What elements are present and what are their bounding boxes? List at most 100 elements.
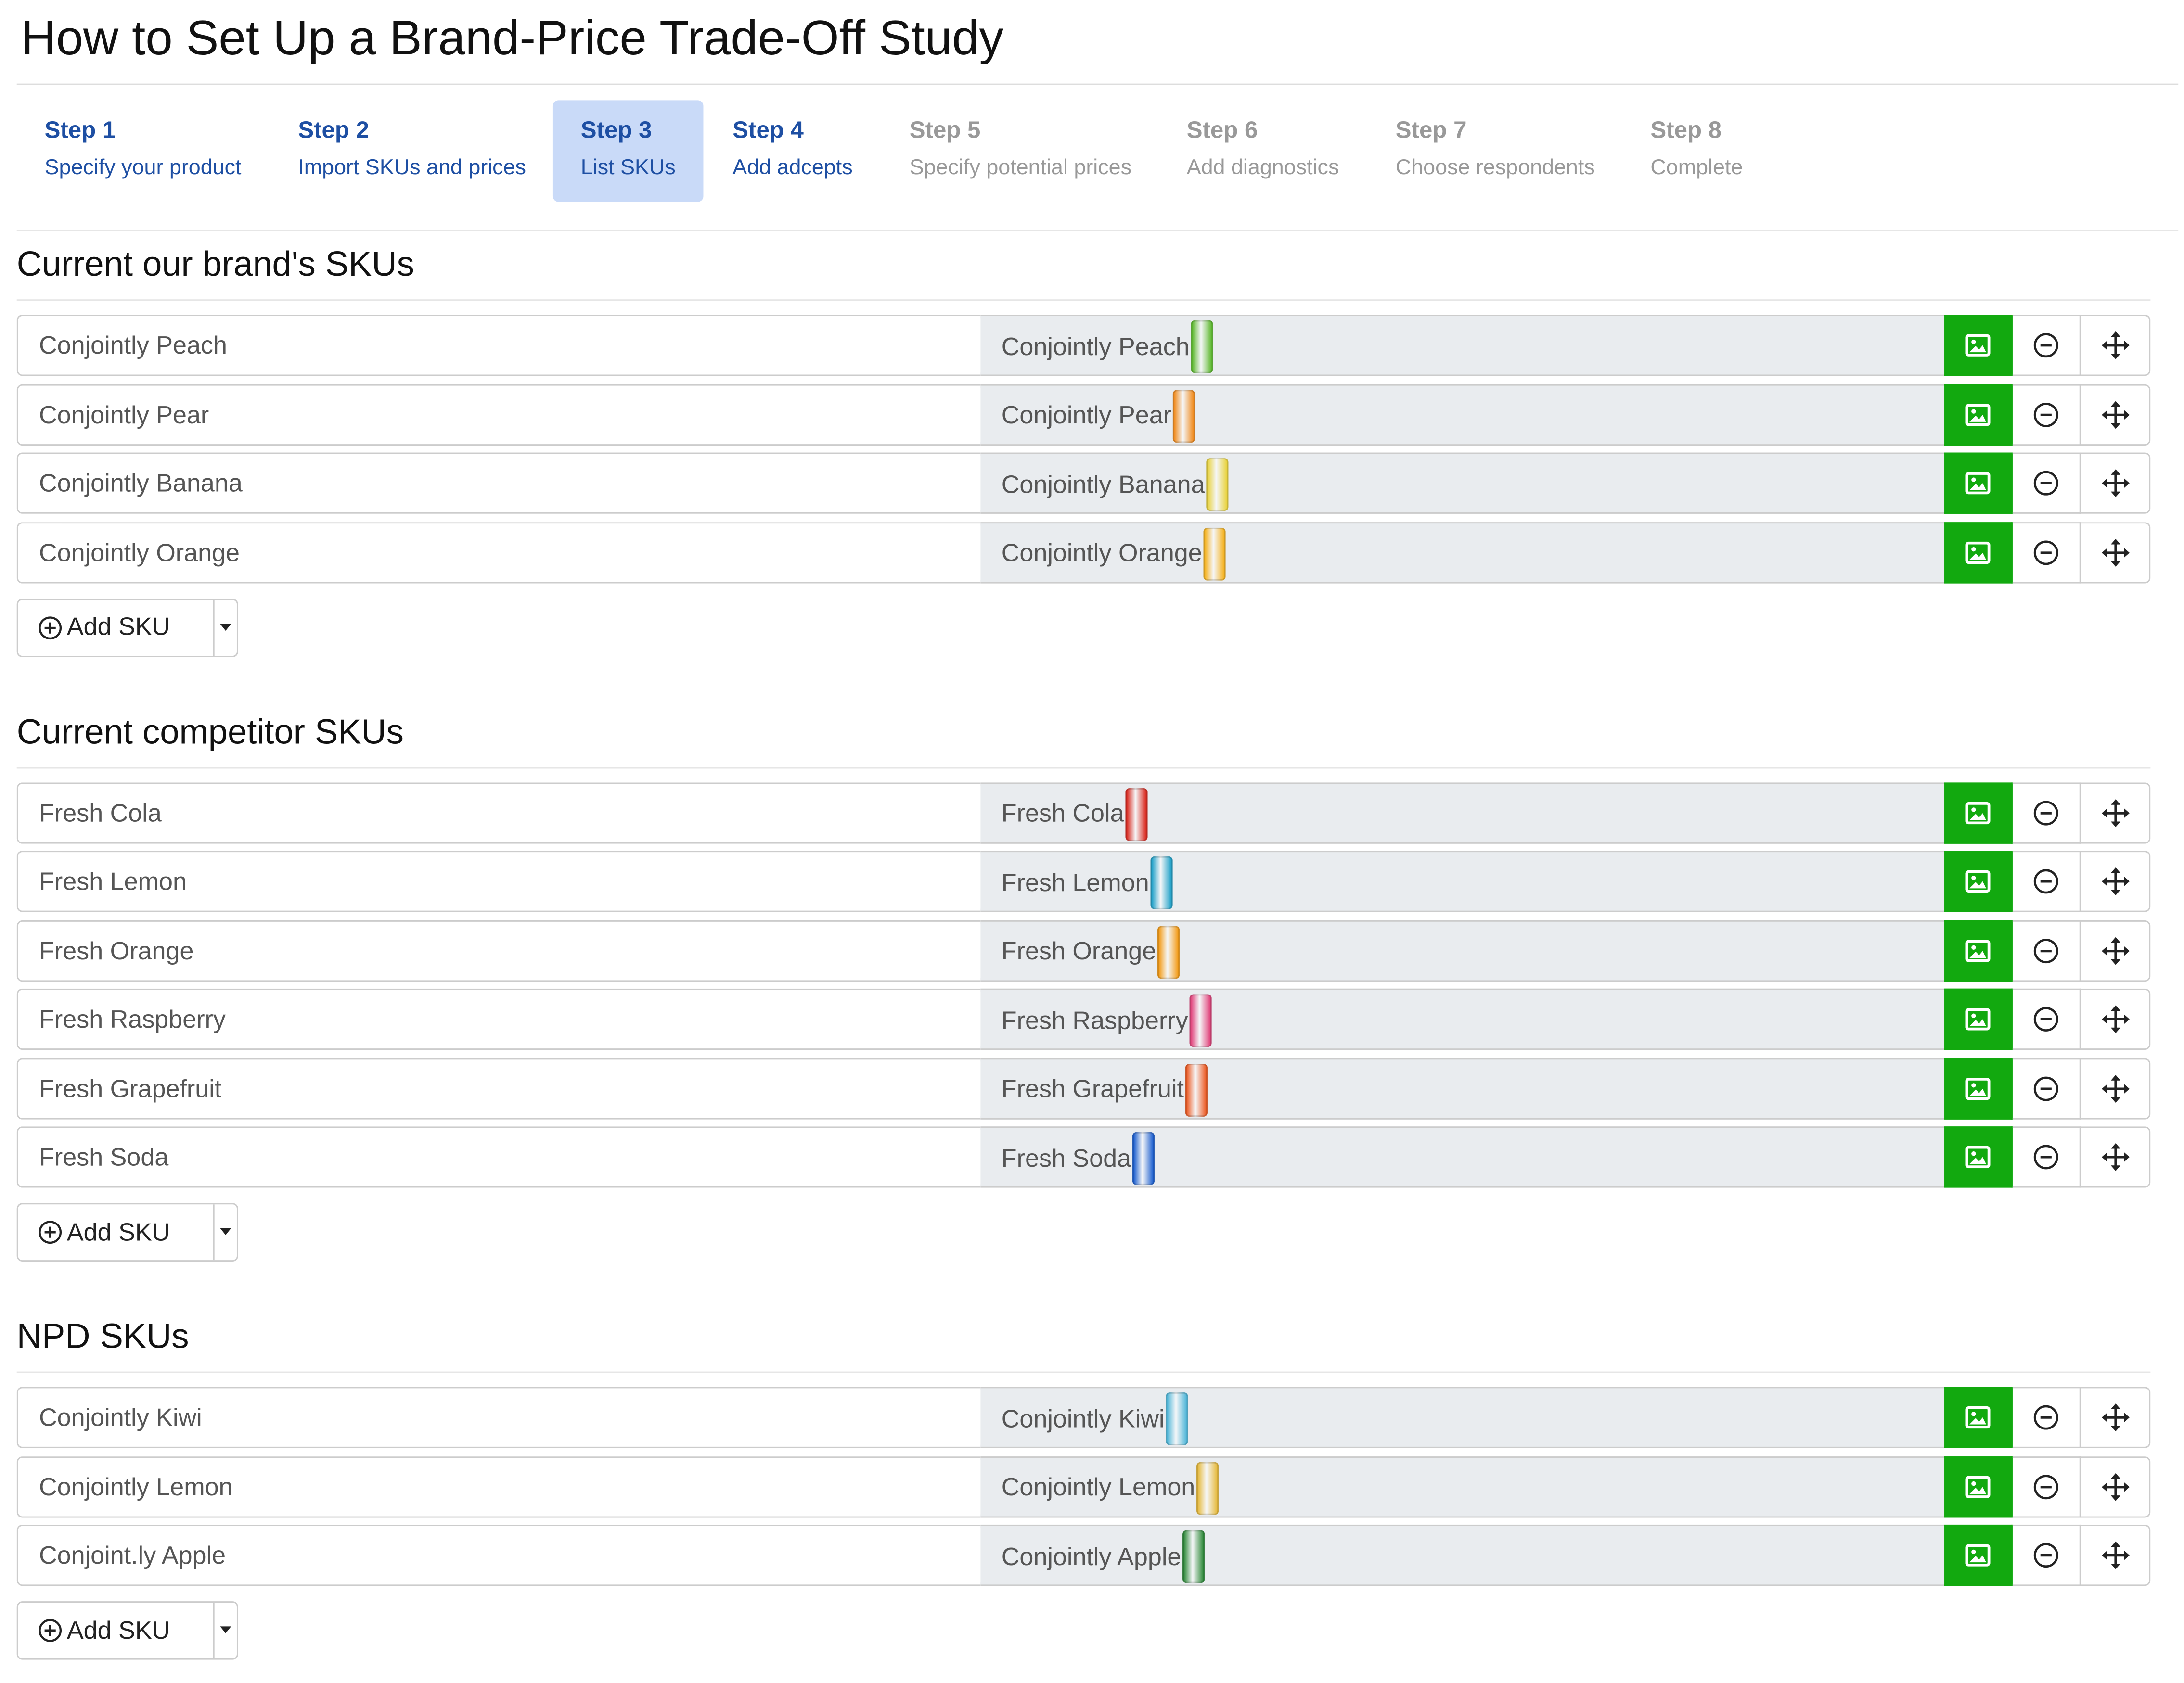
add-sku-button[interactable]: Add SKU [18, 1204, 215, 1261]
image-button[interactable] [1944, 781, 2013, 843]
step-tab[interactable]: Step 2 Import SKUs and prices [270, 100, 553, 202]
step-description: Choose respondents [1395, 156, 1595, 180]
sku-name-input[interactable]: Conjointly Lemon [16, 1455, 981, 1517]
move-button[interactable] [2081, 1387, 2151, 1448]
move-button[interactable] [2081, 383, 2151, 445]
add-sku-dropdown[interactable] [215, 599, 237, 655]
remove-button[interactable] [2012, 1455, 2081, 1517]
sku-name-input[interactable]: Conjointly Peach [16, 315, 981, 376]
add-sku-dropdown[interactable] [215, 1204, 237, 1260]
add-sku-button[interactable]: Add SKU [18, 599, 215, 655]
move-button[interactable] [2081, 988, 2151, 1050]
step-tab: Step 7 Choose respondents [1368, 100, 1623, 202]
step-tab: Step 6 Add diagnostics [1159, 100, 1367, 202]
image-button[interactable] [1944, 383, 2013, 445]
sku-name-input[interactable]: Fresh Raspberry [16, 988, 981, 1050]
step-description: List SKUs [580, 156, 676, 180]
image-button[interactable] [1944, 1057, 2013, 1119]
add-sku-group: Add SKU [16, 1601, 238, 1660]
move-button[interactable] [2081, 781, 2151, 843]
sku-display: Fresh Orange [980, 919, 1945, 981]
sku-display: Fresh Lemon [980, 851, 1945, 912]
move-button[interactable] [2081, 1455, 2151, 1517]
sku-display-text: Conjointly Banana [1001, 470, 1205, 498]
image-button[interactable] [1944, 1455, 2013, 1517]
add-sku-label: Add SKU [66, 1616, 170, 1644]
image-button[interactable] [1944, 1126, 2013, 1188]
image-button[interactable] [1944, 521, 2013, 583]
sku-display: Fresh Raspberry [980, 988, 1945, 1050]
remove-button[interactable] [2012, 1387, 2081, 1448]
sku-name-input[interactable]: Fresh Cola [16, 781, 981, 843]
remove-button[interactable] [2012, 988, 2081, 1050]
sku-name-input[interactable]: Fresh Lemon [16, 851, 981, 912]
sku-row: Fresh Orange Fresh Orange [16, 919, 2151, 981]
step-tab[interactable]: Step 3 List SKUs [552, 100, 704, 202]
sku-name-input[interactable]: Fresh Orange [16, 919, 981, 981]
step-tab[interactable]: Step 4 Add adcepts [705, 100, 880, 202]
remove-button[interactable] [2012, 1126, 2081, 1188]
sku-display-text: Fresh Lemon [1001, 868, 1149, 896]
sku-row: Conjointly Orange Conjointly Orange [16, 521, 2151, 583]
sku-image [1191, 320, 1213, 373]
step-description: Add diagnostics [1186, 156, 1339, 180]
move-button[interactable] [2081, 521, 2151, 583]
sku-name-input[interactable]: Conjointly Banana [16, 452, 981, 514]
sku-row: Fresh Lemon Fresh Lemon [16, 851, 2151, 912]
sku-name-input[interactable]: Conjointly Pear [16, 383, 981, 445]
step-label: Step 1 [44, 117, 116, 144]
sku-image [1203, 527, 1226, 580]
section-title: Current our brand's SKUs [16, 240, 2151, 301]
sku-name-input[interactable]: Conjoint.ly Apple [16, 1524, 981, 1586]
sku-name-input[interactable]: Fresh Soda [16, 1126, 981, 1188]
remove-button[interactable] [2012, 315, 2081, 376]
divider [16, 230, 2179, 231]
move-button[interactable] [2081, 1126, 2151, 1188]
sku-row: Conjointly Kiwi Conjointly Kiwi [16, 1387, 2151, 1448]
sku-image [1189, 994, 1212, 1047]
remove-button[interactable] [2012, 1524, 2081, 1586]
sku-row: Conjointly Banana Conjointly Banana [16, 452, 2151, 514]
add-sku-dropdown[interactable] [215, 1603, 237, 1658]
sku-display-text: Fresh Raspberry [1001, 1006, 1188, 1034]
sku-display-text: Conjointly Kiwi [1001, 1404, 1165, 1432]
step-label: Step 4 [732, 117, 804, 144]
add-sku-label: Add SKU [66, 612, 170, 641]
move-button[interactable] [2081, 315, 2151, 376]
move-button[interactable] [2081, 851, 2151, 912]
sku-name-input[interactable]: Fresh Grapefruit [16, 1057, 981, 1119]
image-button[interactable] [1944, 851, 2013, 912]
sku-image [1125, 787, 1148, 841]
sku-image [1182, 1530, 1205, 1583]
add-sku-button[interactable]: Add SKU [18, 1602, 215, 1658]
move-button[interactable] [2081, 452, 2151, 514]
remove-button[interactable] [2012, 521, 2081, 583]
remove-button[interactable] [2012, 452, 2081, 514]
add-sku-label: Add SKU [66, 1217, 170, 1246]
image-button[interactable] [1944, 1387, 2013, 1448]
image-button[interactable] [1944, 452, 2013, 514]
remove-button[interactable] [2012, 781, 2081, 843]
divider [16, 83, 2179, 85]
remove-button[interactable] [2012, 383, 2081, 445]
image-button[interactable] [1944, 1524, 2013, 1586]
move-button[interactable] [2081, 1524, 2151, 1586]
move-button[interactable] [2081, 919, 2151, 981]
sku-name-input[interactable]: Conjointly Kiwi [16, 1387, 981, 1448]
sku-display-text: Conjointly Apple [1001, 1542, 1182, 1570]
step-tab[interactable]: Step 1 Specify your product [17, 100, 270, 202]
image-button[interactable] [1944, 988, 2013, 1050]
sku-display-text: Conjointly Orange [1001, 538, 1202, 567]
step-label: Step 8 [1650, 117, 1722, 144]
move-button[interactable] [2081, 1057, 2151, 1119]
image-button[interactable] [1944, 315, 2013, 376]
sku-name-input[interactable]: Conjointly Orange [16, 521, 981, 583]
sku-row: Conjointly Lemon Conjointly Lemon [16, 1455, 2151, 1517]
remove-button[interactable] [2012, 919, 2081, 981]
step-description: Specify potential prices [909, 156, 1132, 180]
sku-row: Conjointly Pear Conjointly Pear [16, 383, 2151, 445]
step-label: Step 7 [1395, 117, 1467, 144]
remove-button[interactable] [2012, 1057, 2081, 1119]
remove-button[interactable] [2012, 851, 2081, 912]
image-button[interactable] [1944, 919, 2013, 981]
